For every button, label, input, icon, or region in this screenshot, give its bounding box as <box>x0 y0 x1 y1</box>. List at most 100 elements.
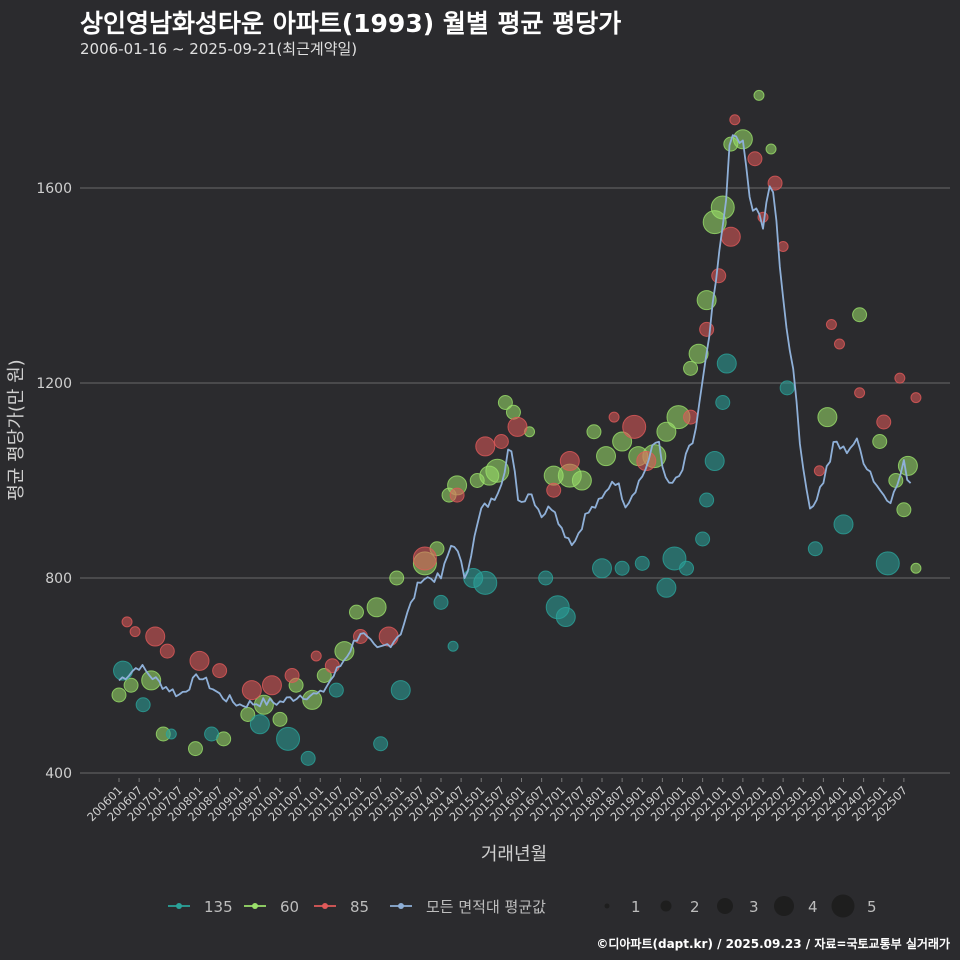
scatter-point-85 <box>608 411 620 423</box>
scatter-point-85 <box>813 465 825 477</box>
scatter-point-85 <box>121 616 133 628</box>
legend-size-label: 2 <box>690 898 700 916</box>
legend: 135 60 85 모든 면적대 평균값 1 2 3 4 5 <box>168 894 877 918</box>
legend-size-label: 4 <box>808 898 818 916</box>
scatter-point-135 <box>704 451 725 471</box>
scatter-point-60 <box>710 195 735 220</box>
scatter-point-135 <box>390 680 411 701</box>
scatter-point-85 <box>833 338 845 350</box>
y-tick-label: 1600 <box>36 181 72 197</box>
scatter-point-60 <box>683 360 699 376</box>
average-price-line <box>118 134 912 709</box>
source-credit: ©디아파트(dapt.kr) / 2025.09.23 / 자료=국토교통부 실… <box>596 937 950 951</box>
scatter-point-60 <box>302 689 323 710</box>
scatter-point-135 <box>716 353 737 374</box>
scatter-point-60 <box>596 446 617 467</box>
scatter-point-85 <box>559 451 580 471</box>
legend-size-dot <box>831 894 855 918</box>
scatter-point-85 <box>747 151 763 167</box>
scatter-point-85 <box>767 175 783 191</box>
date-range-subtitle: 2006-01-16 ~ 2025-09-21(최근계약일) <box>80 40 358 58</box>
x-axis-title: 거래년월 <box>481 844 547 865</box>
scatter-point-60 <box>910 562 922 574</box>
scatter-point-85 <box>212 663 228 679</box>
scatter-point-85 <box>825 319 837 330</box>
scatter-point-135 <box>204 726 220 742</box>
scatter-point-135 <box>538 570 554 586</box>
scatter-point-85 <box>729 114 741 126</box>
legend-swatch-dot <box>322 903 328 909</box>
scatter-point-85 <box>777 241 789 252</box>
scatter-point-60 <box>141 670 162 691</box>
scatter-point-85 <box>636 451 657 471</box>
scatter-point-135 <box>473 570 498 595</box>
scatter-point-85 <box>854 387 866 399</box>
scatter-point-85 <box>159 643 175 659</box>
y-tick-label: 800 <box>45 571 72 587</box>
scatter-point-135 <box>249 714 270 735</box>
legend-size-label: 1 <box>631 898 641 916</box>
scatter-point-85 <box>241 680 262 701</box>
scatter-point-60 <box>732 129 753 150</box>
scatter-point-85 <box>546 482 562 498</box>
scatter-point-85 <box>261 675 282 696</box>
scatter-point-85 <box>876 414 892 430</box>
scatter-point-60 <box>240 707 256 722</box>
legend-size-dot <box>660 900 672 912</box>
scatter-point-135 <box>695 531 711 547</box>
page-title: 상인영남화성타운 아파트(1993) 월별 평균 평당가 <box>80 9 622 38</box>
scatter-point-60 <box>187 741 203 757</box>
scatter-point-60 <box>656 421 677 442</box>
scatter-point-60 <box>111 687 127 703</box>
scatter-point-60 <box>753 89 765 101</box>
scatter-point-135 <box>715 395 731 410</box>
scatter-point-60 <box>123 677 139 693</box>
scatter-point-85 <box>699 321 715 337</box>
scatter-point-85 <box>378 626 399 647</box>
scatter-point-135 <box>779 380 795 396</box>
scatter-point-135 <box>300 750 316 766</box>
legend-size-dot <box>717 898 733 914</box>
scatter-point-60 <box>872 434 888 449</box>
y-tick-label: 400 <box>45 766 72 782</box>
grid-lines <box>80 187 950 774</box>
scatter-point-85 <box>720 226 741 247</box>
legend-swatch-dot <box>252 903 258 909</box>
scatter-point-135 <box>135 697 151 713</box>
scatter-point-135 <box>373 736 389 752</box>
scatter-point-135 <box>276 726 301 751</box>
legend-label: 135 <box>204 898 233 916</box>
scatter-point-85 <box>910 392 922 404</box>
line-layer <box>118 134 912 709</box>
legend-size-dot <box>604 903 610 909</box>
scatter-point-60 <box>316 668 332 683</box>
scatter-point-85 <box>475 436 496 457</box>
y-tick-label: 1200 <box>36 376 72 392</box>
scatter-point-60 <box>612 431 633 452</box>
scatter-point-85 <box>683 409 699 425</box>
scatter-point-135 <box>875 551 900 576</box>
scatter-point-85 <box>622 414 647 439</box>
legend-size-dot <box>774 896 794 916</box>
legend-label: 85 <box>350 898 369 916</box>
scatter-point-85 <box>449 487 465 503</box>
scatter-point-60 <box>348 604 364 620</box>
scatter-point-85 <box>145 626 166 647</box>
scatter-point-60 <box>571 470 592 491</box>
legend-size-label: 3 <box>749 898 759 916</box>
scatter-point-135 <box>592 558 612 579</box>
scatter-point-60 <box>896 502 912 518</box>
scatter-point-135 <box>614 560 630 576</box>
scatter-point-60 <box>366 597 387 618</box>
scatter-point-60 <box>688 343 709 364</box>
legend-size-label: 5 <box>867 898 877 916</box>
scatter-point-60 <box>817 407 838 428</box>
scatter-point-135 <box>634 555 650 571</box>
scatter-point-60 <box>389 570 405 586</box>
scatter-point-60 <box>272 711 288 727</box>
legend-swatch-dot <box>398 903 404 909</box>
scatter-point-85 <box>711 268 727 284</box>
scatter-point-60 <box>497 395 513 410</box>
scatter-point-135 <box>679 560 695 576</box>
